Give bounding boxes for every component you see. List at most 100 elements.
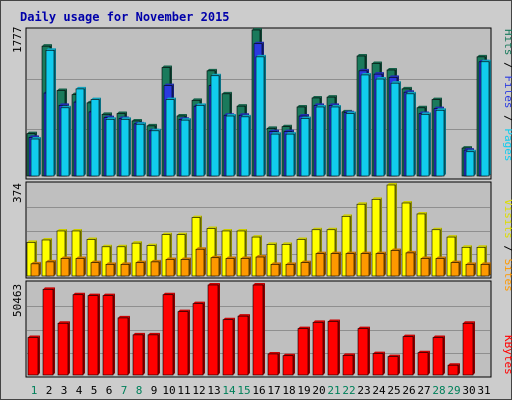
top-pages-bar-22 — [345, 113, 355, 177]
middle-sites-bar-3 — [60, 258, 70, 277]
top-pages-bar-28 — [435, 109, 445, 177]
bottom-kbytes-bar-12-side — [203, 301, 205, 375]
x-tick-label-8: 8 — [136, 384, 143, 397]
top-files-bar-18-top — [284, 129, 294, 132]
middle-sites-bar-16-side — [264, 255, 266, 276]
top-pages-bar-20-top — [316, 104, 326, 107]
top-pages-bar-25-side — [399, 81, 401, 176]
bottom-kbytes-bar-14-side — [233, 317, 235, 375]
bottom-kbytes-bar-29 — [447, 364, 459, 376]
middle-visits-bar-15-top — [237, 228, 247, 231]
middle-sites-bar-19-top — [301, 260, 311, 263]
middle-sites-bar-2-side — [54, 259, 56, 276]
bottom-kbytes-bar-8-side — [143, 332, 145, 375]
bottom-kbytes-bar-3-top — [58, 321, 70, 324]
middle-sites-bar-20-side — [324, 251, 326, 276]
top-pages-bar-12-side — [204, 103, 206, 176]
bottom-kbytes-bar-15-top — [238, 314, 250, 317]
top-pages-bar-11 — [180, 119, 190, 177]
middle-sites-bar-17-top — [271, 262, 281, 265]
middle-visits-bar-19-top — [297, 237, 307, 240]
top-pages-bar-1-top — [31, 137, 41, 140]
x-tick-label-1: 1 — [31, 384, 38, 397]
middle-sites-bar-5-side — [99, 260, 101, 276]
x-tick-label-24: 24 — [372, 384, 386, 397]
middle-visits-bar-12-top — [192, 215, 202, 218]
x-tick-label-14: 14 — [222, 384, 236, 397]
middle-sites-bar-7-top — [121, 262, 131, 265]
top-pages-bar-1-side — [39, 137, 41, 176]
top-hits-bar-17-top — [267, 126, 277, 129]
middle-sites-bar-4-top — [76, 256, 86, 259]
top-hits-bar-7-top — [117, 111, 127, 114]
bottom-kbytes-bar-5 — [87, 295, 99, 376]
middle-sites-bar-14-side — [234, 256, 236, 276]
legend-kbytes: KBytes — [502, 335, 512, 375]
bottom-kbytes-bar-24 — [372, 353, 384, 376]
bottom-kbytes-bar-10 — [162, 294, 174, 376]
bottom-kbytes-bar-11-top — [178, 309, 190, 312]
middle-visits-bar-14-top — [222, 228, 232, 231]
middle-visits-bar-5-top — [87, 237, 97, 240]
bottom-kbytes-bar-6-side — [113, 293, 115, 375]
middle-sites-bar-6-side — [114, 262, 116, 276]
bottom-kbytes-bar-19-top — [298, 326, 310, 329]
middle-panel-max-label: 374 — [11, 183, 24, 203]
bottom-kbytes-bar-4 — [72, 294, 84, 376]
bottom-kbytes-bar-22 — [342, 355, 354, 376]
top-pages-bar-23-side — [369, 72, 371, 176]
top-pages-bar-19-side — [309, 116, 311, 176]
top-pages-bar-24-side — [384, 77, 386, 176]
bottom-kbytes-bar-7 — [117, 317, 129, 376]
bottom-kbytes-bar-11 — [177, 311, 189, 376]
middle-sites-bar-13 — [210, 257, 220, 277]
middle-sites-bar-27 — [420, 258, 430, 277]
top-pages-bar-25 — [390, 82, 400, 177]
middle-sites-bar-30-side — [474, 262, 476, 276]
top-pages-bar-15-top — [241, 114, 251, 117]
middle-visits-bar-24-top — [372, 197, 382, 200]
middle-sites-bar-5 — [90, 262, 100, 277]
x-tick-label-31: 31 — [477, 384, 490, 397]
bottom-kbytes-bar-7-side — [128, 315, 130, 375]
middle-sites-bar-17 — [270, 264, 280, 277]
bottom-kbytes-bar-24-top — [373, 351, 385, 354]
bottom-kbytes-bar-1 — [27, 337, 39, 376]
top-hits-bar-31-top — [477, 54, 487, 57]
bottom-kbytes-bar-25-side — [398, 354, 400, 375]
legend-files: Files — [502, 75, 512, 108]
top-pages-bar-8-top — [136, 122, 146, 125]
top-files-bar-3-top — [59, 103, 69, 106]
top-files-bar-25-top — [389, 75, 399, 78]
bottom-kbytes-bar-19-side — [308, 326, 310, 375]
middle-sites-bar-23-side — [369, 251, 371, 276]
top-pages-bar-31 — [480, 61, 490, 177]
middle-sites-bar-15-side — [249, 256, 251, 276]
top-pages-bar-18 — [285, 133, 295, 177]
top-pages-bar-8-side — [144, 122, 146, 176]
x-tick-label-20: 20 — [312, 384, 325, 397]
top-pages-bar-14-side — [234, 114, 236, 176]
middle-sites-bar-28-top — [436, 256, 446, 259]
bottom-kbytes-bar-15 — [237, 315, 249, 376]
top-pages-bar-26-side — [414, 91, 416, 176]
top-pages-bar-4-side — [84, 86, 86, 176]
middle-sites-bar-3-top — [61, 256, 71, 259]
x-tick-label-10: 10 — [162, 384, 175, 397]
bottom-kbytes-bar-20 — [312, 322, 324, 376]
x-tick-label-22: 22 — [342, 384, 355, 397]
middle-sites-bar-28-side — [444, 256, 446, 276]
top-pages-bar-20 — [315, 106, 325, 177]
bottom-kbytes-bar-11-side — [188, 309, 190, 375]
x-tick-label-26: 26 — [402, 384, 415, 397]
bottom-kbytes-bar-12-top — [193, 301, 205, 304]
top-pages-bar-4 — [75, 88, 85, 177]
top-pages-bar-18-side — [294, 132, 296, 176]
bottom-kbytes-bar-14-top — [223, 317, 235, 320]
middle-sites-bar-31-side — [489, 262, 491, 276]
middle-sites-bar-6-top — [106, 262, 116, 265]
top-pages-bar-21-side — [339, 104, 341, 176]
legend-pages: Pages — [502, 128, 512, 161]
top-pages-bar-17 — [270, 133, 280, 177]
top-hits-bar-18-top — [282, 124, 292, 127]
